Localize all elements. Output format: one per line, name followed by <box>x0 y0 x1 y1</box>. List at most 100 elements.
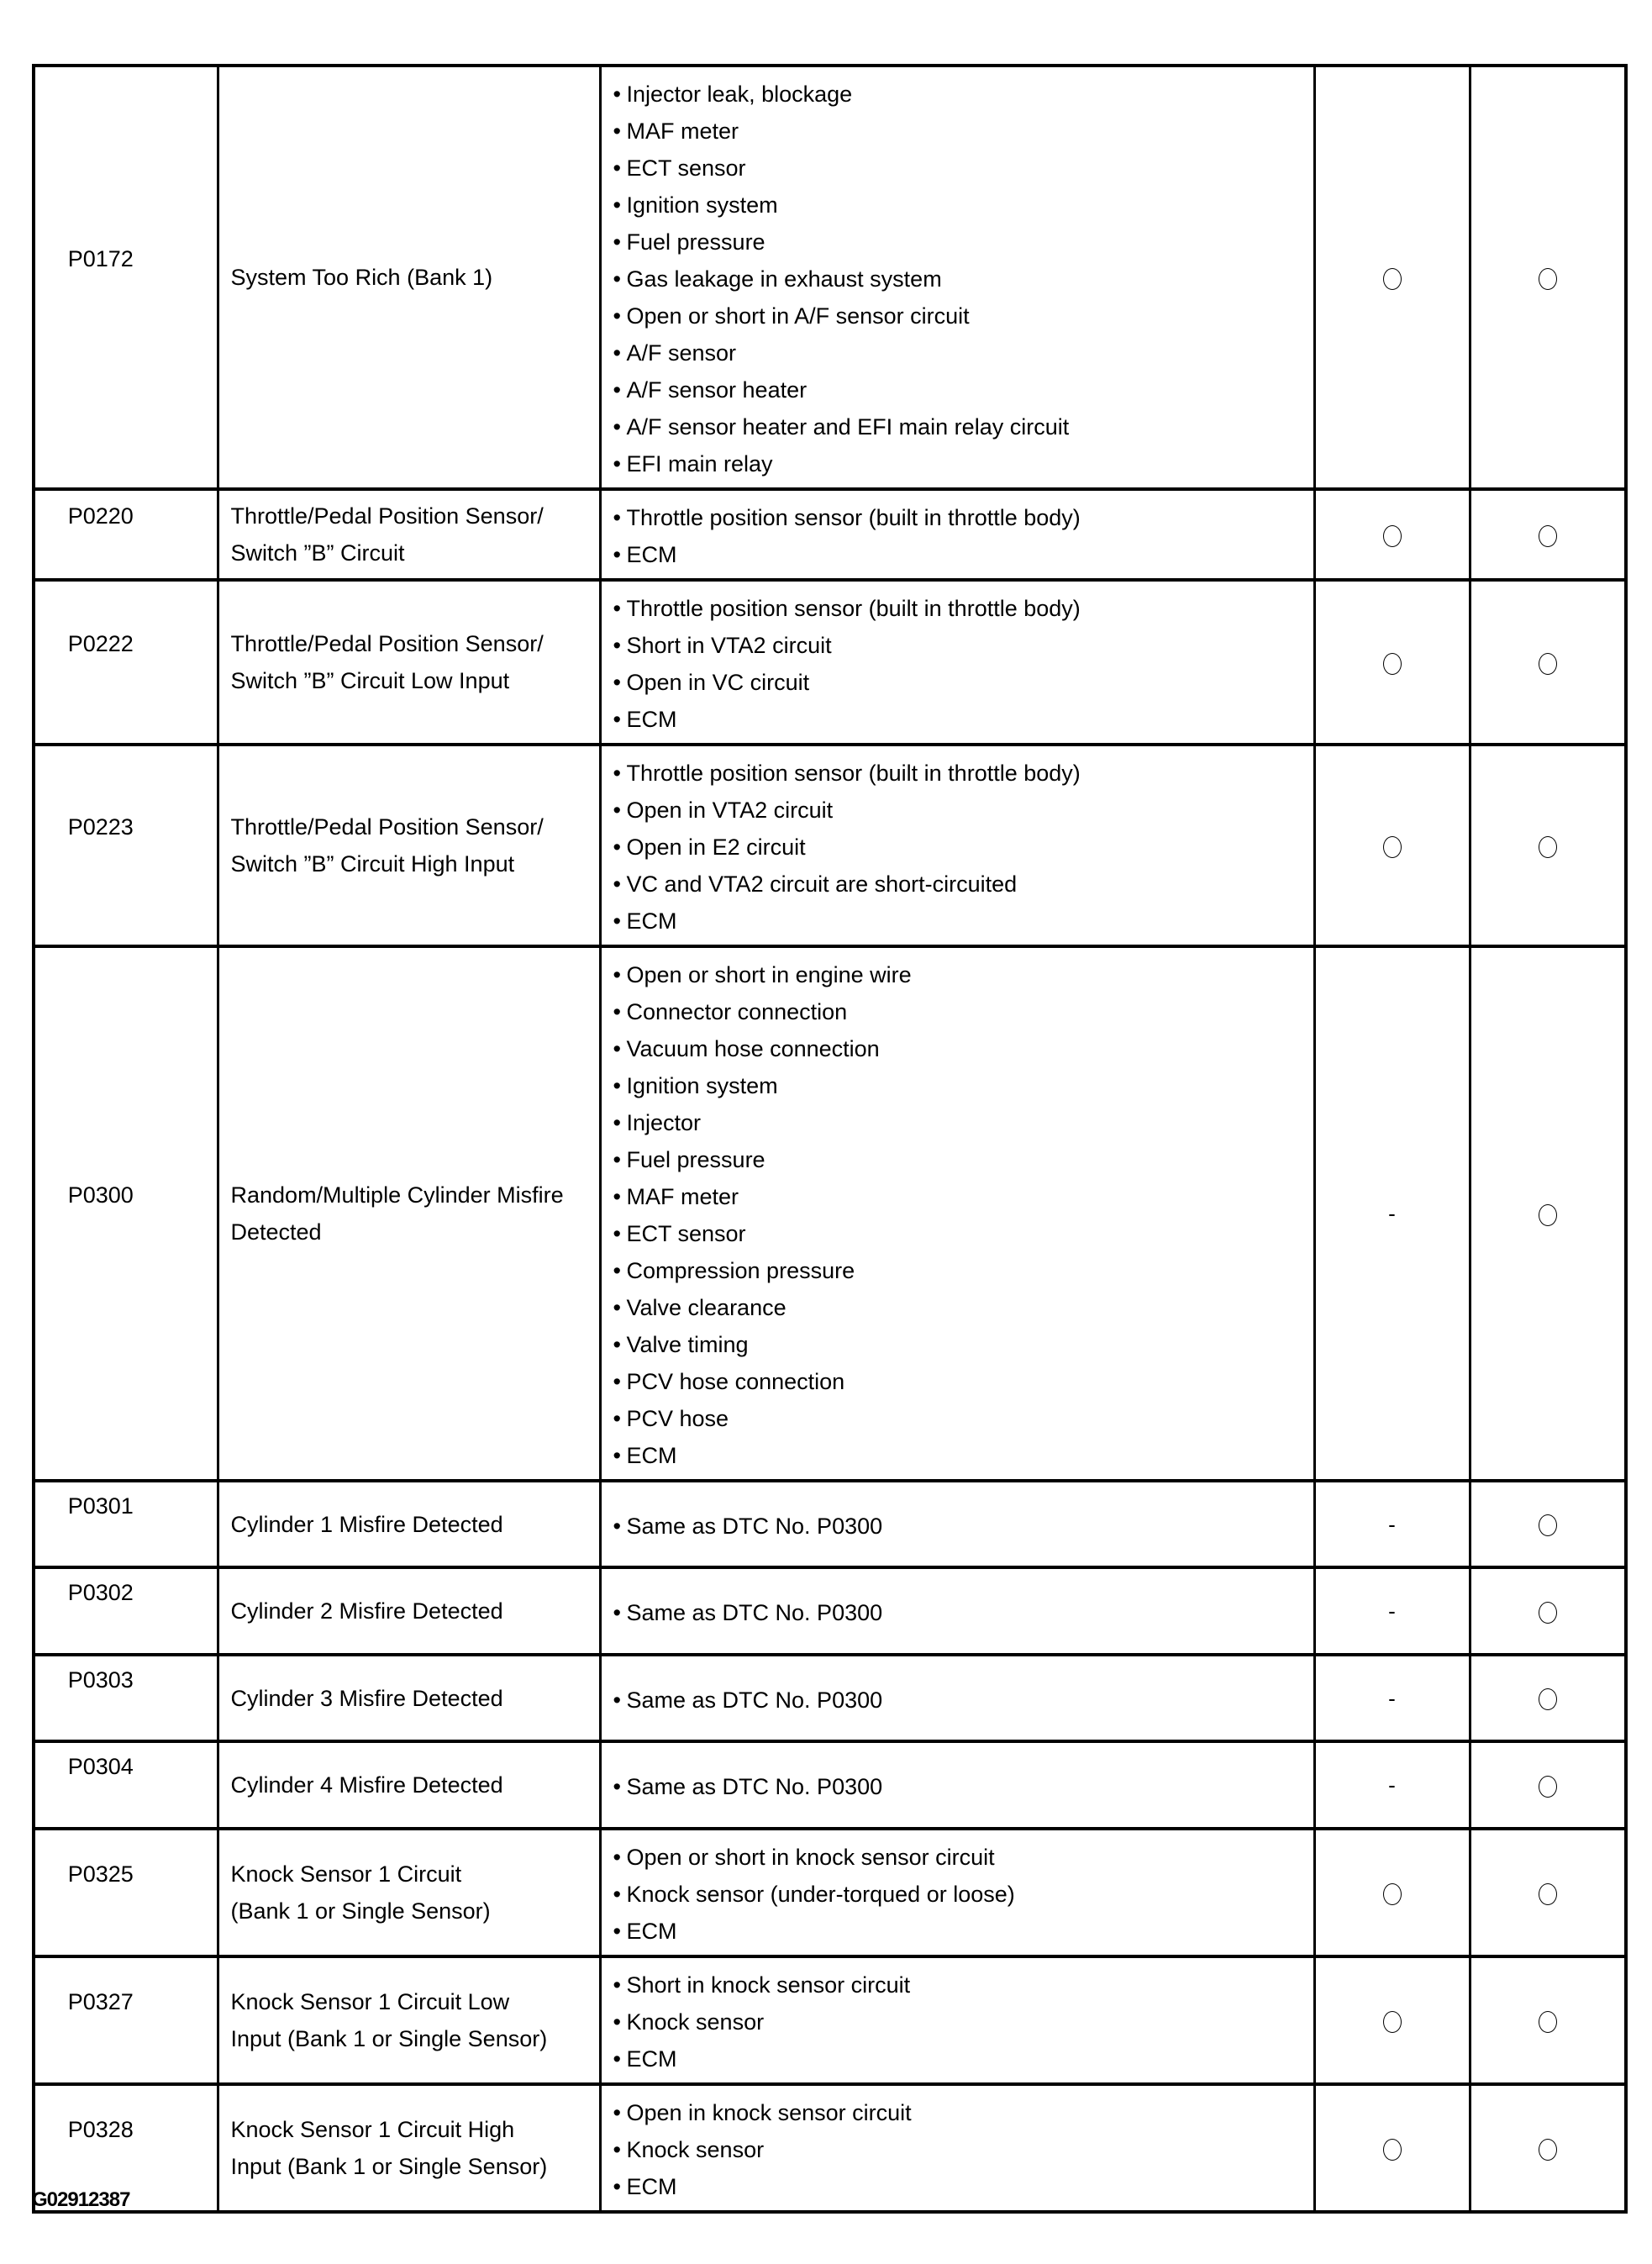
trouble-area-item: • Open in E2 circuit <box>613 829 1313 866</box>
trouble-areas: • Short in knock sensor circuit • Knock sen… <box>598 1955 1316 2086</box>
mark-col5 <box>1468 2082 1628 2214</box>
bullet-icon: • <box>613 761 621 786</box>
dash-mark: - <box>1388 1598 1396 1624</box>
trouble-area-text: Open or short in engine wire <box>626 962 912 987</box>
trouble-area-text: ECM <box>626 1443 677 1468</box>
dtc-description: Throttle/Pedal Position Sensor/Switch ”B… <box>216 578 602 746</box>
circle-icon <box>1538 1514 1557 1537</box>
dtc-description: Throttle/Pedal Position Sensor/Switch ”B… <box>216 487 602 582</box>
trouble-area-item: • PCV hose <box>613 1400 1313 1437</box>
trouble-area-item: • Knock sensor <box>613 2003 1313 2040</box>
mark-col4 <box>1313 578 1471 746</box>
trouble-area-text: ECM <box>626 2174 677 2199</box>
trouble-area-text: Throttle position sensor (built in throt… <box>626 761 1081 786</box>
table-row: P0220 Throttle/Pedal Position Sensor/Swit… <box>32 487 1628 582</box>
bullet-icon: • <box>613 542 621 567</box>
trouble-area-text: Fuel pressure <box>626 1147 765 1172</box>
bullet-icon: • <box>613 798 621 823</box>
mark-col4 <box>1313 1955 1471 2086</box>
trouble-area-item: • ECT sensor <box>613 150 1313 187</box>
bullet-icon: • <box>613 1513 621 1539</box>
bullet-icon: • <box>613 303 621 329</box>
bullet-icon: • <box>613 1919 621 1944</box>
description-line: System Too Rich (Bank 1) <box>230 265 493 290</box>
dtc-description: Knock Sensor 1 Circuit High Input (Bank 1… <box>216 2082 602 2214</box>
trouble-area-text: Same as DTC No. P0300 <box>626 1600 883 1625</box>
trouble-area-text: ECM <box>626 908 677 934</box>
dash-mark: - <box>1388 1511 1396 1537</box>
mark-col5 <box>1468 1653 1628 1743</box>
trouble-area-text: ECT sensor <box>626 155 746 181</box>
trouble-area-item: • PCV hose connection <box>613 1363 1313 1400</box>
trouble-area-text: Valve clearance <box>626 1295 787 1320</box>
dtc-code: P0300 <box>32 945 219 1482</box>
bullet-icon: • <box>613 999 621 1024</box>
bullet-icon: • <box>613 2046 621 2072</box>
bullet-icon: • <box>613 451 621 476</box>
trouble-area-item: • A/F sensor heater <box>613 371 1313 408</box>
bullet-icon: • <box>613 2100 621 2125</box>
bullet-icon: • <box>613 1443 621 1468</box>
circle-icon <box>1538 835 1557 858</box>
bullet-icon: • <box>613 1036 621 1061</box>
bullet-icon: • <box>613 707 621 732</box>
trouble-area-text: Ignition system <box>626 192 778 218</box>
trouble-areas: • Throttle position sensor (built in thro… <box>598 743 1316 948</box>
trouble-area-text: Fuel pressure <box>626 229 765 255</box>
description-line: Knock Sensor 1 Circuit Low <box>230 1989 510 2014</box>
description-line: Cylinder 3 Misfire Detected <box>230 1685 503 1711</box>
mark-col4 <box>1313 1827 1471 1958</box>
bullet-icon: • <box>613 1774 621 1799</box>
table-row: P0325 Knock Sensor 1 Circuit (Bank 1 or Si… <box>32 1827 1628 1958</box>
trouble-areas: • Open or short in engine wire • Connector … <box>598 945 1316 1482</box>
bullet-icon: • <box>613 1184 621 1209</box>
circle-icon <box>1538 1688 1557 1711</box>
bullet-icon: • <box>613 155 621 181</box>
table-row: P0223 Throttle/Pedal Position Sensor/Swit… <box>32 743 1628 948</box>
bullet-icon: • <box>613 596 621 621</box>
trouble-area-text: Throttle position sensor (built in throt… <box>626 505 1081 530</box>
trouble-area-item: • ECM <box>613 536 1313 573</box>
trouble-area-text: PCV hose connection <box>626 1369 845 1394</box>
mark-col5 <box>1468 1955 1628 2086</box>
bullet-icon: • <box>613 1110 621 1135</box>
trouble-area-text: Ignition system <box>626 1073 778 1098</box>
circle-icon <box>1538 1601 1557 1624</box>
trouble-area-item: • Same as DTC No. P0300 <box>613 1594 1313 1631</box>
description-line: Knock Sensor 1 Circuit <box>230 1861 462 1887</box>
trouble-area-item: • Valve clearance <box>613 1289 1313 1326</box>
bullet-icon: • <box>613 1972 621 1998</box>
dtc-code: P0172 <box>32 64 219 491</box>
dtc-code: P0222 <box>32 578 219 746</box>
circle-icon <box>1382 524 1402 547</box>
bullet-icon: • <box>613 1687 621 1713</box>
trouble-area-text: MAF meter <box>626 118 739 144</box>
trouble-area-text: Same as DTC No. P0300 <box>626 1774 883 1799</box>
bullet-icon: • <box>613 505 621 530</box>
mark-col4 <box>1313 64 1471 491</box>
trouble-areas: • Injector leak, blockage • MAF meter • ECT s… <box>598 64 1316 491</box>
trouble-area-item: • Knock sensor (under-torqued or loose) <box>613 1876 1313 1913</box>
bullet-icon: • <box>613 192 621 218</box>
dtc-code: P0220 <box>32 487 219 582</box>
mark-col5 <box>1468 1827 1628 1958</box>
trouble-area-text: EFI main relay <box>626 451 773 476</box>
dtc-description: Knock Sensor 1 Circuit (Bank 1 or Single … <box>216 1827 602 1958</box>
bullet-icon: • <box>613 633 621 658</box>
trouble-area-item: • Throttle position sensor (built in thro… <box>613 499 1313 536</box>
trouble-area-text: Open in E2 circuit <box>626 835 806 860</box>
dtc-description: System Too Rich (Bank 1) <box>216 64 602 491</box>
trouble-area-item: • Open or short in knock sensor circuit <box>613 1839 1313 1876</box>
trouble-area-item: • Short in knock sensor circuit <box>613 1967 1313 2003</box>
trouble-area-item: • Ignition system <box>613 187 1313 224</box>
mark-col4 <box>1313 2082 1471 2214</box>
bullet-icon: • <box>613 1600 621 1625</box>
bullet-icon: • <box>613 2009 621 2035</box>
bullet-icon: • <box>613 1882 621 1907</box>
trouble-area-text: ECM <box>626 542 677 567</box>
trouble-area-item: • Open or short in A/F sensor circuit <box>613 297 1313 334</box>
trouble-area-text: Knock sensor <box>626 2137 765 2162</box>
figure-id: G02912387 <box>32 2188 130 2211</box>
trouble-area-text: Injector <box>626 1110 702 1135</box>
dtc-description: Cylinder 3 Misfire Detected <box>216 1653 602 1743</box>
